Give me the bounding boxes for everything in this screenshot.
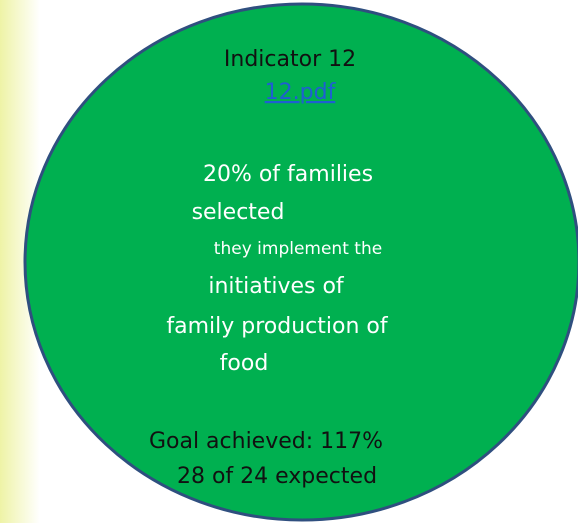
- description-line: selected: [192, 200, 285, 225]
- expected-text: 28 of 24 expected: [177, 464, 377, 489]
- description-line: 20% of families: [203, 162, 373, 187]
- description-line: food: [220, 351, 269, 376]
- pdf-link[interactable]: 12.pdf: [265, 80, 337, 105]
- description-line: they implement the: [214, 239, 382, 259]
- indicator-title: Indicator 12: [224, 47, 356, 72]
- goal-text: Goal achieved: 117%: [149, 429, 383, 454]
- description-line: family production of: [166, 314, 388, 339]
- indicator-ellipse: [23, 2, 578, 522]
- description-line: initiatives of: [208, 274, 345, 299]
